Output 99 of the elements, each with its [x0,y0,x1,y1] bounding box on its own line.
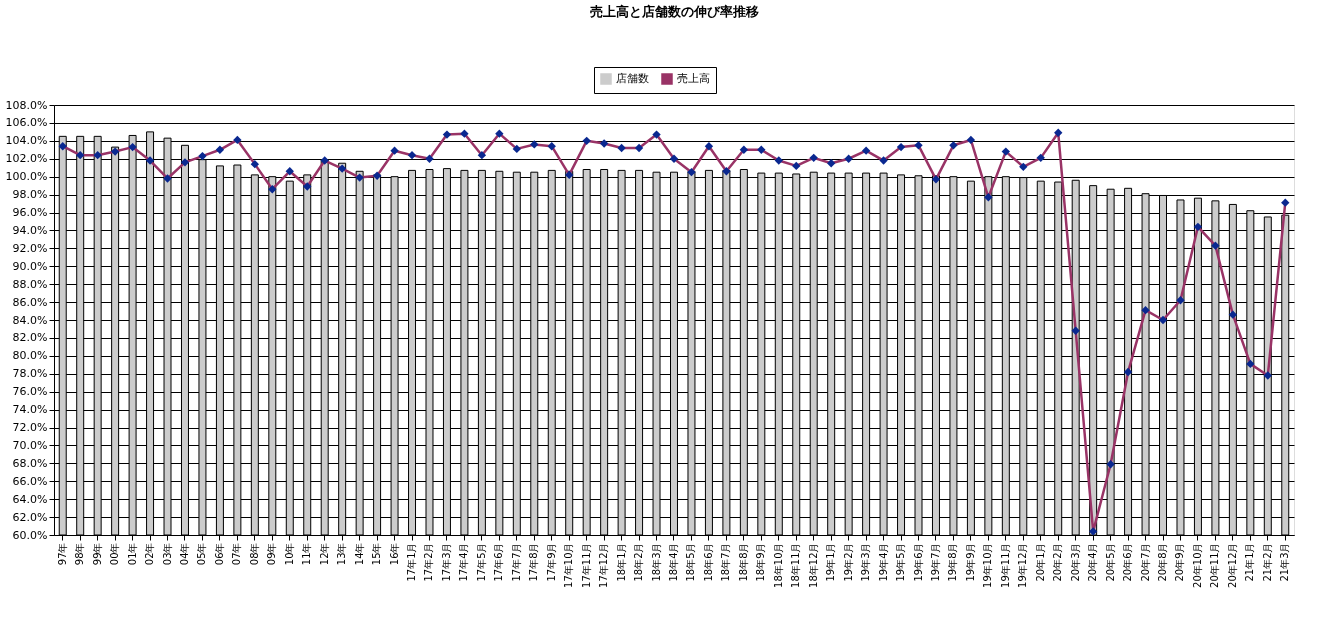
x-tick-label: 17年5月 [475,542,487,582]
y-tick-label: 76.0% [12,385,48,399]
x-tick-label: 21年2月 [1261,542,1273,582]
y-tick-label: 108.0% [5,98,48,112]
y-tick-label: 60.0% [12,528,48,542]
x-tick-label: 08年 [248,542,260,566]
y-tick-label: 70.0% [12,438,48,452]
y-tick-label: 98.0% [12,188,48,202]
x-tick-label: 20年8月 [1157,542,1169,582]
x-tick-label: 09年 [266,542,278,566]
y-tick-label: 72.0% [12,421,48,434]
x-tick-label: 98年 [74,542,86,566]
x-tick-label: 20年10月 [1191,542,1203,588]
legend-label: 売上高 [677,72,710,85]
x-tick-label: 17年4月 [458,542,470,582]
x-tick-label: 02年 [144,542,156,566]
x-tick-label: 00年 [109,542,121,566]
x-tick-label: 18年1月 [615,542,627,582]
x-tick-label: 14年 [353,542,365,566]
x-tick-label: 20年4月 [1087,542,1099,582]
x-tick-label: 99年 [91,542,103,566]
x-tick-label: 18年10月 [772,542,784,588]
x-tick-label: 19年6月 [912,542,924,582]
x-tick-label: 19年7月 [929,542,941,582]
x-tick-label: 17年3月 [440,542,452,582]
x-tick-label: 19年9月 [964,542,976,582]
y-tick-label: 86.0% [12,295,48,309]
y-tick-label: 96.0% [12,206,48,219]
x-tick-label: 20年5月 [1104,542,1116,582]
y-tick-label: 62.0% [12,510,48,524]
y-tick-label: 94.0% [12,223,48,237]
x-tick-label: 18年3月 [650,542,662,582]
x-tick-label: 19年5月 [895,542,907,582]
y-tick-label: 100.0% [5,170,48,184]
y-tick-label: 106.0% [5,116,48,130]
x-tick-label: 16年 [388,542,400,566]
y-tick-label: 102.0% [5,152,48,166]
x-tick-label: 17年7月 [510,542,522,582]
y-tick-label: 78.0% [12,367,48,381]
x-tick-label: 20年9月 [1174,542,1186,582]
x-tick-label: 10年 [283,542,295,566]
x-tick-label: 17年6月 [493,542,505,582]
y-tick-label: 68.0% [12,456,48,470]
legend-label: 店舗数 [616,72,649,85]
x-tick-label: 18年11月 [790,542,802,588]
x-tick-label: 21年1月 [1244,542,1256,582]
y-tick-label: 80.0% [12,349,48,363]
chart-title: 売上高と店舗数の伸び率推移 [589,3,759,19]
x-tick-label: 20年3月 [1069,542,1081,582]
x-tick-label: 18年12月 [807,542,819,588]
x-tick-label: 03年 [161,542,173,566]
x-tick-label: 12年 [318,542,330,566]
x-tick-label: 17年9月 [545,542,557,582]
x-tick-label: 17年11月 [580,542,592,588]
x-tick-label: 17年1月 [406,542,418,582]
x-tick-label: 01年 [126,542,138,566]
x-tick-label: 18年7月 [720,542,732,582]
x-tick-label: 20年11月 [1209,542,1221,588]
x-tick-label: 19年10月 [982,542,994,588]
y-tick-label: 88.0% [12,277,48,291]
x-tick-label: 19年12月 [1017,542,1029,588]
x-tick-label: 19年1月 [825,542,837,582]
x-tick-label: 19年2月 [842,542,854,582]
x-tick-label: 19年8月 [947,542,959,582]
y-tick-label: 74.0% [12,403,48,417]
x-tick-label: 18年9月 [755,542,767,582]
x-tick-label: 17年10月 [563,542,575,588]
x-tick-label: 18年2月 [633,542,645,582]
x-tick-label: 20年2月 [1052,542,1064,582]
x-tick-label: 17年8月 [528,542,540,582]
x-tick-label: 18年8月 [737,542,749,582]
x-tick-label: 19年3月 [860,542,872,582]
x-tick-label: 20年12月 [1226,542,1238,588]
y-tick-label: 82.0% [12,331,48,345]
x-tick-label: 17年12月 [598,542,610,588]
x-tick-label: 20年7月 [1139,542,1151,582]
x-tick-label: 18年5月 [685,542,697,582]
x-tick-label: 05年 [196,542,208,566]
x-tick-label: 21年3月 [1279,542,1291,582]
x-tick-label: 20年6月 [1122,542,1134,582]
x-tick-label: 06年 [213,542,225,566]
x-tick-label: 18年6月 [702,542,714,582]
x-tick-label: 07年 [231,542,243,566]
y-tick-label: 64.0% [12,492,48,506]
x-tick-label: 20年1月 [1034,542,1046,582]
x-tick-label: 19年4月 [877,542,889,582]
x-tick-label: 11年 [301,542,313,566]
x-tick-label: 97年 [56,542,68,566]
x-tick-label: 15年 [371,542,383,566]
x-tick-label: 13年 [336,542,348,566]
y-tick-label: 92.0% [12,241,48,255]
x-tick-label: 19年11月 [999,542,1011,588]
x-tick-label: 17年2月 [423,542,435,582]
x-tick-label: 04年 [178,542,190,566]
y-tick-label: 104.0% [5,134,48,148]
y-tick-label: 66.0% [12,474,48,488]
x-tick-label: 18年4月 [668,542,679,582]
y-tick-label: 90.0% [12,259,48,273]
y-tick-label: 84.0% [12,313,48,327]
